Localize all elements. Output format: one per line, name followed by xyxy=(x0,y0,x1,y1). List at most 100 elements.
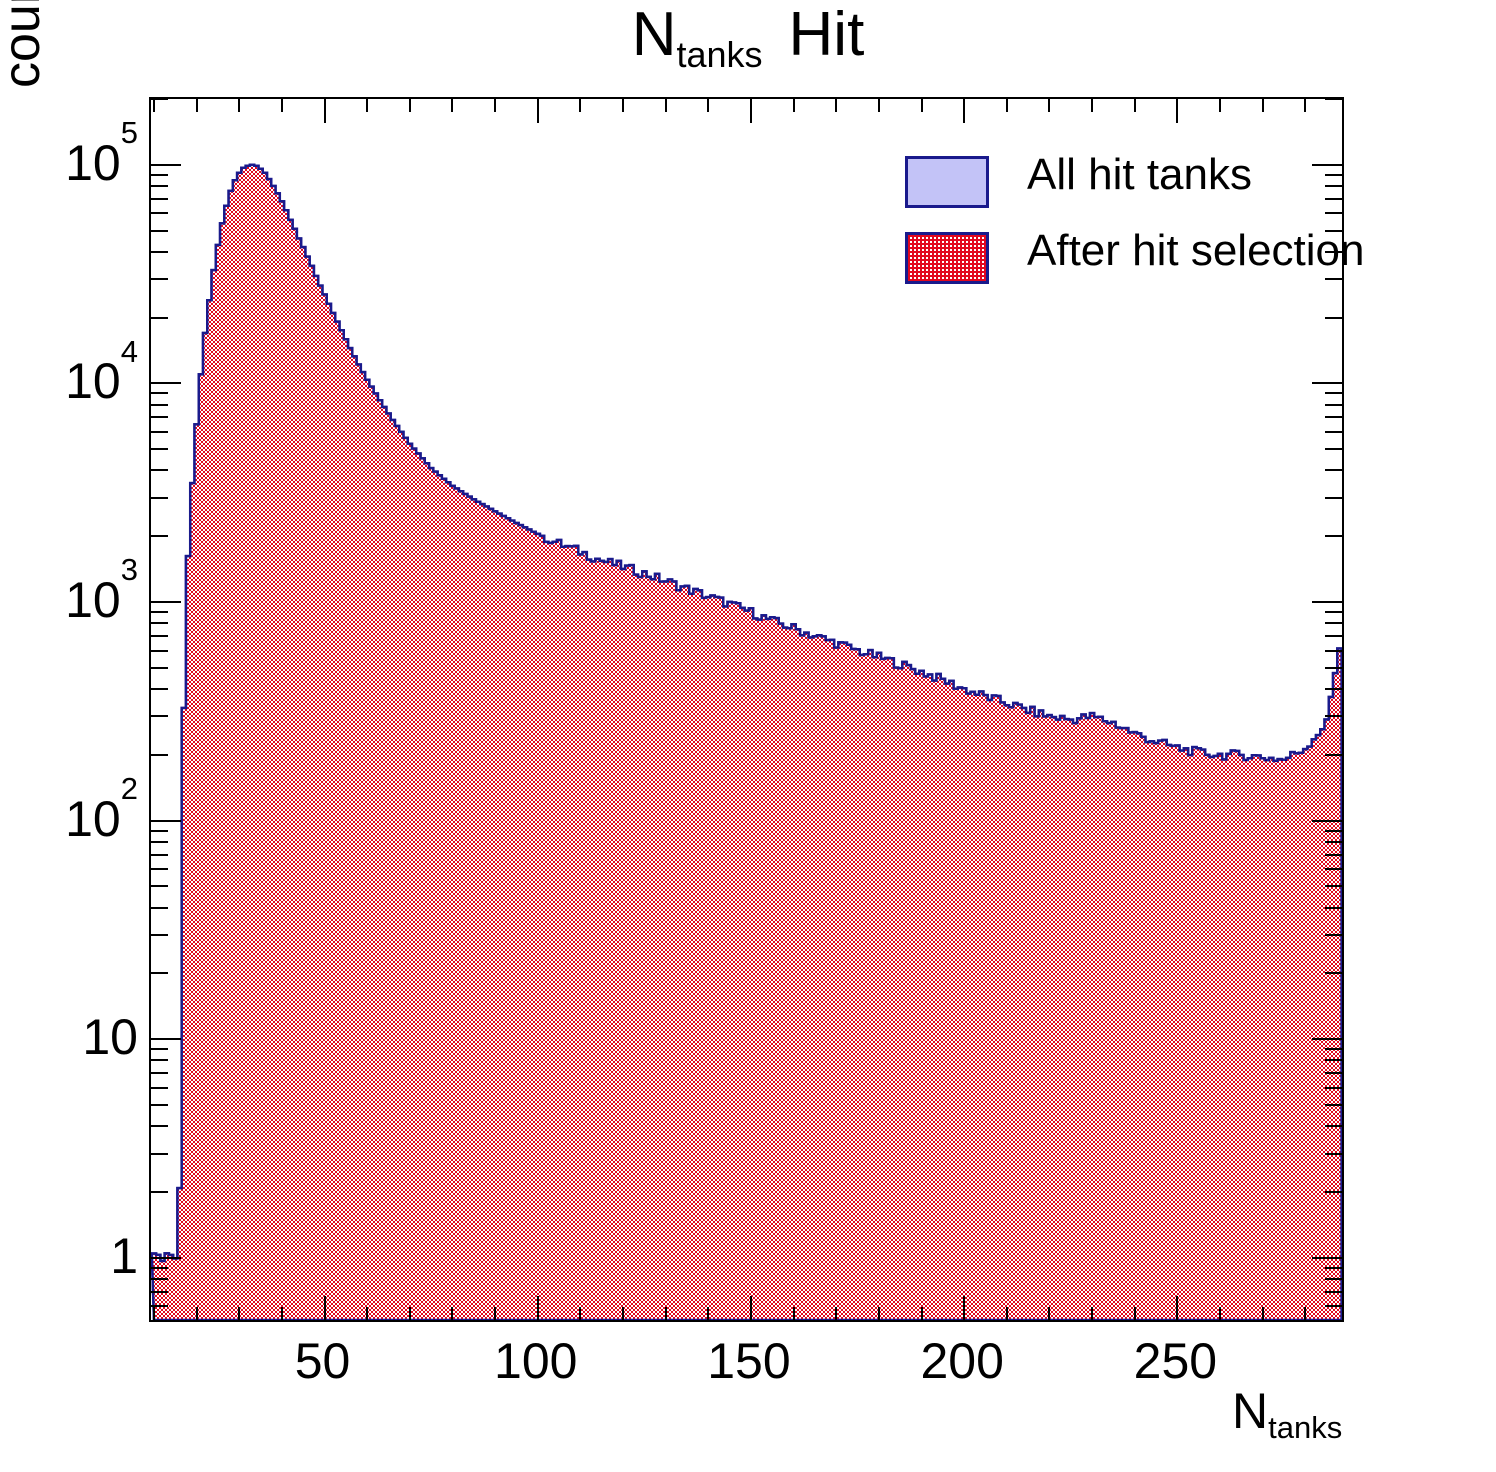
y-axis-minor-tick xyxy=(1325,99,1342,100)
y-axis-minor-tick xyxy=(151,1305,168,1308)
y-axis-minor-tick xyxy=(151,430,168,433)
y-axis-minor-tick xyxy=(1325,666,1342,669)
x-axis-minor-tick xyxy=(835,99,838,112)
y-axis-minor-tick xyxy=(151,933,168,936)
legend-entry[interactable]: After hit selection xyxy=(905,226,1365,304)
y-axis-minor-tick xyxy=(151,853,168,856)
x-axis-minor-tick xyxy=(1304,1307,1307,1320)
x-axis-minor-tick xyxy=(366,99,369,112)
x-axis-minor-tick xyxy=(1048,1307,1051,1320)
y-axis-minor-tick xyxy=(151,829,168,832)
y-axis-minor-tick xyxy=(1325,1125,1342,1128)
y-axis-minor-tick xyxy=(151,197,168,200)
x-axis-tick-label: 150 xyxy=(707,1333,791,1389)
y-axis-minor-tick xyxy=(151,229,168,232)
x-axis-minor-tick xyxy=(451,1307,454,1320)
y-axis-minor-tick xyxy=(1325,1059,1342,1062)
x-axis-major-tick xyxy=(1176,99,1179,123)
y-axis-minor-tick xyxy=(151,1059,168,1062)
x-axis-minor-tick xyxy=(280,99,283,112)
y-axis-minor-tick xyxy=(1325,906,1342,909)
x-axis-minor-tick xyxy=(408,1307,411,1320)
x-axis-minor-tick xyxy=(366,1307,369,1320)
x-axis-major-tick xyxy=(963,99,966,123)
y-axis-major-tick xyxy=(1312,819,1342,822)
y-axis-minor-tick xyxy=(1325,1305,1342,1308)
y-axis-minor-tick xyxy=(1325,1104,1342,1107)
y-axis-minor-tick xyxy=(1325,885,1342,888)
y-axis-major-tick xyxy=(151,601,181,604)
y-axis-minor-tick xyxy=(151,1290,168,1293)
y-axis-minor-tick xyxy=(1325,1278,1342,1281)
x-axis-minor-tick xyxy=(707,1307,710,1320)
x-axis-minor-tick xyxy=(1091,99,1094,112)
x-axis-minor-tick xyxy=(195,99,198,112)
y-axis-minor-tick xyxy=(1325,496,1342,499)
y-axis-minor-tick xyxy=(151,840,168,843)
y-axis-minor-tick xyxy=(1325,611,1342,614)
x-axis-minor-tick xyxy=(152,99,155,112)
legend-swatch xyxy=(905,156,989,208)
y-axis-minor-tick xyxy=(1325,753,1342,756)
y-axis-minor-tick xyxy=(1325,1086,1342,1089)
y-axis-minor-tick xyxy=(1325,173,1342,176)
y-axis-minor-tick xyxy=(151,753,168,756)
y-axis-minor-tick xyxy=(151,972,168,975)
y-axis-minor-tick xyxy=(151,622,168,625)
series-after-hit-selection xyxy=(151,163,1342,1320)
y-axis-minor-tick xyxy=(1325,853,1342,856)
plot-area xyxy=(151,99,1342,1320)
y-axis-minor-tick xyxy=(1325,1152,1342,1155)
y-axis-minor-tick xyxy=(1325,250,1342,253)
x-axis-minor-tick xyxy=(280,1307,283,1320)
y-axis-minor-tick xyxy=(151,316,168,319)
y-axis-minor-tick xyxy=(151,1086,168,1089)
x-axis-minor-tick xyxy=(1219,1307,1222,1320)
x-axis-tick-label: 250 xyxy=(1133,1333,1218,1389)
y-axis-minor-tick xyxy=(151,535,168,538)
legend-entry[interactable]: All hit tanks xyxy=(905,150,1305,228)
x-axis-minor-tick xyxy=(494,99,497,112)
y-axis-minor-tick xyxy=(151,1191,168,1194)
y-axis-minor-tick xyxy=(1325,1048,1342,1051)
x-axis-major-tick xyxy=(963,1296,966,1320)
y-axis-minor-tick xyxy=(151,1152,168,1155)
x-axis-minor-tick xyxy=(1048,99,1051,112)
x-axis-minor-tick xyxy=(1219,99,1222,112)
x-axis-minor-tick xyxy=(1261,1307,1264,1320)
y-axis-minor-tick xyxy=(1325,430,1342,433)
y-axis-minor-tick xyxy=(1325,278,1342,281)
x-axis-minor-tick xyxy=(451,99,454,112)
x-axis-minor-tick xyxy=(792,1307,795,1320)
y-axis-minor-tick xyxy=(151,1072,168,1075)
y-axis-minor-tick xyxy=(1325,868,1342,871)
x-axis-major-tick xyxy=(749,1296,752,1320)
y-axis-minor-tick xyxy=(151,99,168,100)
y-axis-minor-tick xyxy=(151,403,168,406)
y-axis-minor-tick xyxy=(1325,212,1342,215)
histogram-canvas xyxy=(151,163,1342,1320)
x-axis-minor-tick xyxy=(622,1307,625,1320)
title-main: N xyxy=(631,0,677,69)
y-axis-minor-tick xyxy=(151,1048,168,1051)
x-axis-minor-tick xyxy=(1261,99,1264,112)
y-axis-minor-tick xyxy=(151,611,168,614)
y-axis-minor-tick xyxy=(151,173,168,176)
y-axis-minor-tick xyxy=(1325,535,1342,538)
x-axis-minor-tick xyxy=(238,99,241,112)
x-axis-minor-tick xyxy=(408,99,411,112)
x-axis-major-tick xyxy=(323,99,326,123)
y-axis-minor-tick xyxy=(151,1266,168,1269)
x-axis-minor-tick xyxy=(238,1307,241,1320)
y-axis-minor-tick xyxy=(151,416,168,419)
x-axis-tick-label: 100 xyxy=(494,1333,578,1389)
x-axis-minor-tick xyxy=(1005,99,1008,112)
x-axis-minor-tick xyxy=(1304,99,1307,112)
plot-frame xyxy=(149,97,1344,1322)
y-axis-minor-tick xyxy=(151,212,168,215)
x-axis-minor-tick xyxy=(1005,1307,1008,1320)
y-axis-minor-tick xyxy=(1325,1191,1342,1194)
y-axis-tick-label: 103 xyxy=(65,552,138,629)
legend-label: All hit tanks xyxy=(1027,150,1252,199)
y-axis-minor-tick xyxy=(1325,1290,1342,1293)
